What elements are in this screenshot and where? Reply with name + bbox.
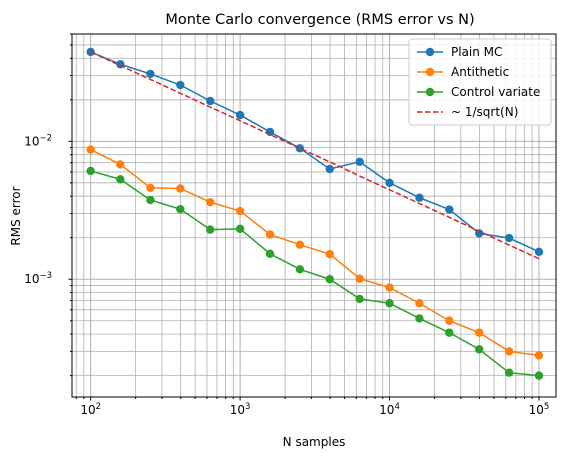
data-point bbox=[146, 195, 155, 205]
data-point bbox=[534, 247, 544, 257]
data-point bbox=[265, 230, 275, 239]
data-point bbox=[206, 96, 215, 106]
legend-item: Antithetic bbox=[417, 65, 509, 79]
legend-label: Plain MC bbox=[451, 45, 502, 59]
data-point bbox=[504, 233, 514, 243]
data-point bbox=[325, 249, 334, 259]
y-tick-label: 10−3 bbox=[24, 271, 52, 286]
data-point bbox=[146, 183, 155, 193]
legend-marker bbox=[425, 47, 435, 57]
data-point bbox=[86, 166, 95, 176]
x-axis-label: N samples bbox=[283, 435, 346, 449]
data-point bbox=[325, 164, 334, 174]
data-point bbox=[116, 175, 125, 184]
data-point bbox=[295, 265, 305, 274]
data-point bbox=[295, 240, 305, 249]
series-line bbox=[90, 170, 540, 377]
series-line bbox=[90, 51, 540, 253]
data-point bbox=[474, 345, 484, 354]
series-line bbox=[90, 148, 540, 357]
data-point bbox=[235, 110, 245, 120]
data-point bbox=[474, 229, 484, 238]
series-line bbox=[90, 51, 540, 260]
data-point bbox=[504, 347, 514, 356]
x-tick-label: 103 bbox=[230, 402, 251, 417]
data-point bbox=[534, 371, 544, 380]
data-point bbox=[265, 249, 275, 258]
data-point bbox=[474, 328, 484, 337]
legend-label: ~ 1/sqrt(N) bbox=[451, 105, 518, 119]
grid bbox=[72, 33, 556, 397]
data-point bbox=[206, 197, 215, 207]
legend-box bbox=[408, 38, 552, 126]
legend-marker bbox=[425, 67, 435, 77]
data-point bbox=[235, 224, 245, 234]
y-axis-label: RMS error bbox=[9, 186, 23, 245]
data-point bbox=[325, 275, 334, 284]
series-1 bbox=[86, 145, 544, 360]
data-point bbox=[86, 145, 95, 154]
data-point bbox=[265, 127, 275, 137]
series-layer bbox=[86, 47, 544, 380]
data-point bbox=[146, 69, 155, 79]
data-point bbox=[415, 314, 424, 323]
legend-marker bbox=[425, 87, 435, 97]
data-point bbox=[176, 184, 185, 193]
chart-title: Monte Carlo convergence (RMS error vs N) bbox=[165, 12, 474, 28]
legend-label: Antithetic bbox=[451, 65, 509, 79]
series-0 bbox=[86, 47, 544, 257]
data-point bbox=[385, 299, 394, 308]
data-point bbox=[445, 316, 454, 325]
data-point bbox=[534, 351, 544, 360]
data-point bbox=[445, 205, 454, 214]
data-point bbox=[355, 294, 364, 304]
data-point bbox=[235, 206, 245, 216]
legend-item: ~ 1/sqrt(N) bbox=[417, 105, 518, 119]
legend: Plain MC Antithetic Control variate ~ 1/sqr… bbox=[408, 38, 552, 126]
data-point bbox=[385, 283, 394, 292]
data-point bbox=[176, 204, 185, 214]
data-point bbox=[176, 80, 185, 90]
data-point bbox=[355, 157, 364, 167]
data-point bbox=[445, 328, 454, 337]
data-point bbox=[385, 178, 394, 188]
data-point bbox=[295, 144, 305, 153]
plot-frame bbox=[71, 33, 557, 398]
legend-label: Control variate bbox=[451, 85, 540, 99]
x-tick-label: 102 bbox=[80, 402, 101, 417]
data-point bbox=[415, 299, 424, 308]
legend-item: Control variate bbox=[417, 85, 540, 99]
series-3 bbox=[90, 51, 540, 260]
data-point bbox=[415, 193, 424, 202]
data-point bbox=[355, 274, 364, 283]
data-point bbox=[206, 225, 215, 234]
data-point bbox=[504, 368, 514, 377]
series-2 bbox=[86, 166, 544, 380]
legend-item: Plain MC bbox=[417, 45, 502, 59]
y-tick-label: 10−2 bbox=[24, 133, 52, 148]
x-tick-label: 104 bbox=[379, 402, 400, 417]
data-point bbox=[116, 160, 125, 169]
x-tick-label: 105 bbox=[529, 402, 550, 417]
